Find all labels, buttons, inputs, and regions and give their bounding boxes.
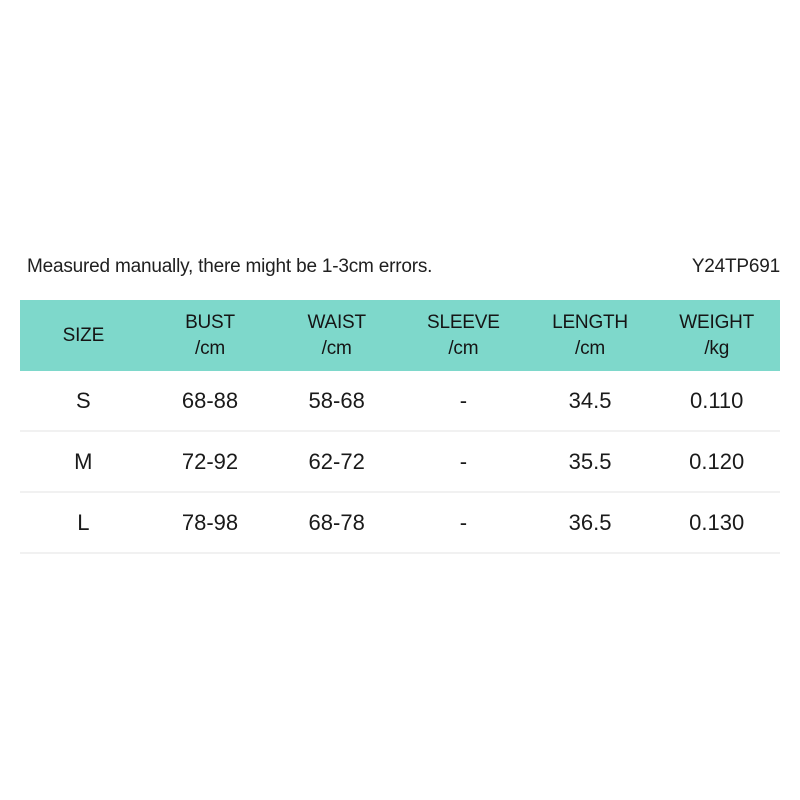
cell-length: 34.5 — [568, 387, 612, 413]
cell-weight: 0.110 — [689, 387, 744, 413]
column-unit: /cm — [195, 337, 226, 359]
column-label: BUST — [185, 311, 235, 333]
size-chart-block: Measured manually, there might be 1-3cm … — [20, 255, 780, 554]
column-label: SIZE — [62, 324, 105, 346]
cell-bust: 72-92 — [181, 448, 239, 474]
column-unit: /cm — [321, 337, 352, 359]
cell-waist: 62-72 — [308, 448, 365, 474]
notice-row: Measured manually, there might be 1-3cm … — [20, 255, 780, 279]
cell-waist: 68-78 — [308, 509, 365, 535]
column-header-weight: WEIGHT /kg — [653, 300, 780, 371]
cell-sleeve: - — [459, 509, 468, 535]
cell-sleeve: - — [459, 448, 468, 474]
table-row-size-m: M 72-92 62-72 - 35.5 0.120 — [20, 432, 780, 493]
cell-bust: 68-88 — [181, 387, 239, 413]
cell-bust: 78-98 — [181, 509, 239, 535]
cell-weight: 0.120 — [689, 448, 745, 474]
cell-size: M — [74, 448, 93, 474]
cell-length: 35.5 — [568, 448, 612, 474]
measurement-disclaimer: Measured manually, there might be 1-3cm … — [27, 256, 433, 277]
size-table-header: SIZE BUST /cm WAIST /cm SLEEVE /cm LENGT… — [20, 300, 780, 371]
column-label: LENGTH — [552, 311, 628, 333]
column-header-sleeve: SLEEVE /cm — [400, 300, 527, 371]
size-table: SIZE BUST /cm WAIST /cm SLEEVE /cm LENGT… — [20, 300, 780, 554]
column-header-bust: BUST /cm — [147, 300, 274, 371]
column-unit: /kg — [704, 337, 730, 359]
product-code: Y24TP691 — [691, 256, 780, 277]
column-header-size: SIZE — [20, 300, 147, 371]
column-header-waist: WAIST /cm — [273, 300, 400, 371]
cell-size: S — [75, 387, 91, 413]
cell-sleeve: - — [459, 387, 468, 413]
column-unit: /cm — [575, 337, 606, 359]
table-row-size-s: S 68-88 58-68 - 34.5 0.110 — [20, 371, 780, 432]
column-label: WAIST — [307, 311, 366, 333]
column-label: WEIGHT — [679, 311, 755, 333]
cell-length: 36.5 — [568, 509, 612, 535]
column-header-length: LENGTH /cm — [527, 300, 654, 371]
cell-weight: 0.130 — [689, 509, 745, 535]
column-label: SLEEVE — [426, 311, 500, 333]
table-row-size-l: L 78-98 68-78 - 36.5 0.130 — [20, 493, 780, 554]
column-unit: /cm — [448, 337, 479, 359]
cell-waist: 58-68 — [308, 387, 365, 413]
cell-size: L — [77, 509, 90, 535]
